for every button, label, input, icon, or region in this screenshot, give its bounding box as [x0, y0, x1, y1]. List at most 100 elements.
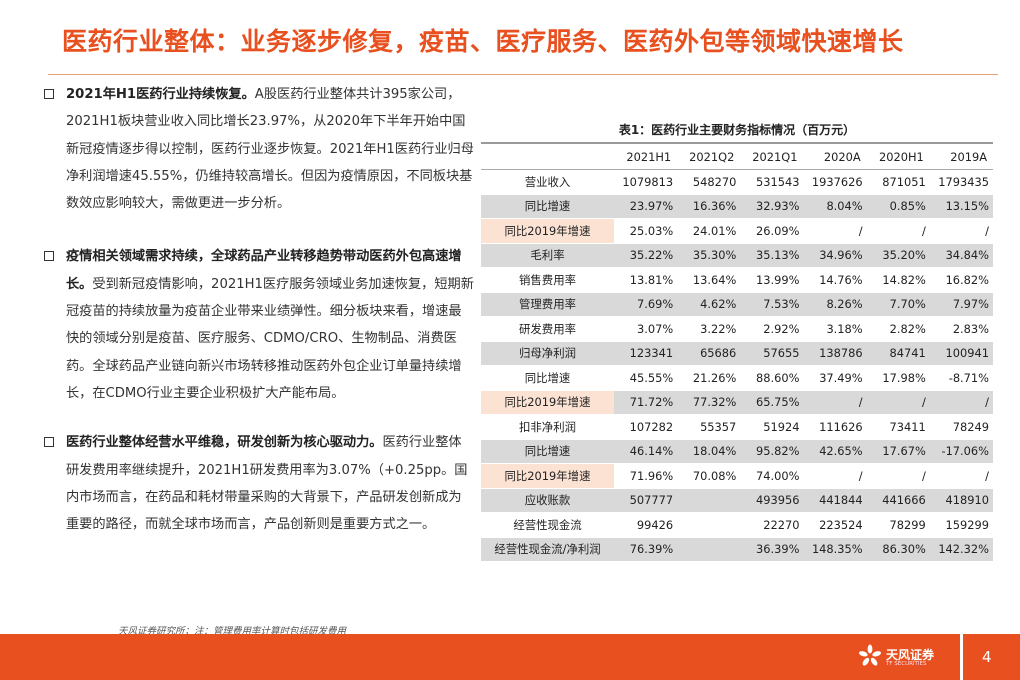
table-cell: 84741	[866, 340, 930, 366]
table-header-row: 2021H1 2021Q2 2021Q1 2020A 2020H1 2019A	[481, 144, 993, 170]
table-row: 应收账款 507777 493956 441844 441666 418910	[481, 487, 993, 513]
table-cell: 57655	[740, 340, 804, 366]
bullet-square-icon	[44, 251, 54, 262]
bullet-square-icon	[44, 437, 54, 448]
table-cell: 18.04%	[677, 438, 741, 464]
row-label: 同比增速	[481, 193, 614, 219]
table-cell: 507777	[614, 487, 678, 513]
table-cell: 22270	[740, 512, 804, 537]
table-cell	[677, 512, 741, 537]
table-row: 管理费用率 7.69% 4.62% 7.53% 8.26% 7.70% 7.97%	[481, 291, 993, 317]
table-cell: /	[929, 218, 993, 243]
table-row: 扣非净利润 107282 55357 51924 111626 73411 78249	[481, 414, 993, 439]
table-cell: 51924	[740, 414, 804, 439]
table-cell: 25.03%	[614, 218, 678, 243]
table-cell: 7.70%	[866, 291, 930, 317]
table-cell: /	[866, 218, 930, 243]
table-cell: /	[803, 463, 867, 488]
table-row: 同比增速 23.97% 16.36% 32.93% 8.04% 0.85% 13.15%	[481, 193, 993, 219]
table-cell: 26.09%	[740, 218, 804, 243]
row-label: 应收账款	[481, 487, 614, 513]
row-label: 销售费用率	[481, 267, 614, 292]
table-cell: 159299	[929, 512, 993, 537]
row-label: 同比增速	[481, 438, 614, 464]
table-cell: 35.22%	[614, 242, 678, 268]
logo-wordmark: 天风证券	[886, 648, 935, 662]
table-cell: -8.71%	[929, 365, 993, 390]
table-cell: 13.81%	[614, 267, 678, 292]
table-cell: 418910	[929, 487, 993, 513]
financial-table-block: 表1：医药行业主要财务指标情况（百万元） 2021H1 2021Q2 2021Q…	[481, 118, 993, 561]
table-cell: 493956	[740, 487, 804, 513]
table-cell: 0.85%	[866, 193, 930, 219]
table-cell: 223524	[803, 512, 867, 537]
table-cell: 111626	[803, 414, 867, 439]
column-header: 2020H1	[866, 144, 930, 170]
table-row: 同比增速 45.55% 21.26% 88.60% 37.49% 17.98% -8.71%	[481, 365, 993, 390]
table-cell: 37.49%	[803, 365, 867, 390]
table-cell: 99426	[614, 512, 678, 537]
bullet-item: 疫情相关领域需求持续，全球药品产业转移趋势带动医药外包高速增长。受到新冠疫情影响…	[44, 243, 474, 407]
bullet-heading: 2021年H1医药行业持续恢复。	[66, 87, 255, 102]
table-cell: 16.82%	[929, 267, 993, 292]
table-cell: 1079813	[614, 169, 678, 194]
table-cell: -17.06%	[929, 438, 993, 464]
table-cell: 3.22%	[677, 316, 741, 341]
table-cell: 32.93%	[740, 193, 804, 219]
bullet-heading: 医药行业整体经营水平维稳，研发创新为核心驱动力。	[66, 435, 383, 451]
table-cell: 70.08%	[677, 463, 741, 488]
table-cell: /	[866, 389, 930, 415]
table-cell	[677, 536, 741, 561]
table-cell: 148.35%	[803, 536, 867, 561]
row-label: 毛利率	[481, 242, 614, 268]
bullet-text: 医药行业整体研发费用率继续提升，2021H1研发费用率为3.07%（+0.25p…	[66, 435, 468, 533]
table-row: 归母净利润 123341 65686 57655 138786 84741 100941	[481, 340, 993, 366]
table-cell: 74.00%	[740, 463, 804, 488]
table-cell: 24.01%	[677, 218, 741, 243]
table-cell: 142.32%	[929, 536, 993, 561]
table-cell: 36.39%	[740, 536, 804, 561]
table-cell: 88.60%	[740, 365, 804, 390]
table-cell: 35.20%	[866, 242, 930, 268]
row-label: 同比2019年增速	[481, 463, 614, 488]
table-cell: 35.13%	[740, 242, 804, 268]
table-row: 同比2019年增速 71.96% 70.08% 74.00% / / /	[481, 463, 993, 488]
table-cell: 14.82%	[866, 267, 930, 292]
table-top-rule	[481, 142, 993, 144]
table-row: 销售费用率 13.81% 13.64% 13.99% 14.76% 14.82% 16.82…	[481, 267, 993, 292]
table-cell: 441844	[803, 487, 867, 513]
table-cell: 1793435	[929, 169, 993, 194]
table-cell: 7.97%	[929, 291, 993, 317]
table-cell: 21.26%	[677, 365, 741, 390]
table-cell: 17.67%	[866, 438, 930, 464]
table-cell: 73411	[866, 414, 930, 439]
table-cell: 55357	[677, 414, 741, 439]
table-cell: /	[803, 389, 867, 415]
table-cell: 23.97%	[614, 193, 678, 219]
table-row: 研发费用率 3.07% 3.22% 2.92% 3.18% 2.82% 2.83%	[481, 316, 993, 341]
table-cell: 8.04%	[803, 193, 867, 219]
table-cell: /	[929, 389, 993, 415]
table-cell: /	[929, 463, 993, 488]
table-row: 同比2019年增速 25.03% 24.01% 26.09% / / /	[481, 218, 993, 243]
company-logo: 天风证券 TF SECURITIES	[858, 644, 948, 672]
table-cell: /	[866, 463, 930, 488]
bullet-text: A股医药行业整体共计395家公司，2021H1板块营业收入同比增长23.97%，…	[66, 87, 474, 212]
table-cell: 45.55%	[614, 365, 678, 390]
table-cell: 441666	[866, 487, 930, 513]
table-cell: 14.76%	[803, 267, 867, 292]
table-cell: 531543	[740, 169, 804, 194]
row-label: 归母净利润	[481, 340, 614, 366]
table-cell: 78299	[866, 512, 930, 537]
summary-bullets: 2021年H1医药行业持续恢复。A股医药行业整体共计395家公司，2021H1板…	[44, 81, 474, 538]
column-header: 2021H1	[614, 144, 678, 170]
row-label: 经营性现金流	[481, 512, 614, 537]
bullet-heading: 疫情相关领域需求持续，全球药品产业转移趋势带动医药外包高速增长。	[66, 249, 462, 292]
table-cell: 65.75%	[740, 389, 804, 415]
table-cell: 107282	[614, 414, 678, 439]
table-cell: 78249	[929, 414, 993, 439]
table-cell: 2.92%	[740, 316, 804, 341]
column-header: 2021Q2	[677, 144, 741, 170]
footer-divider	[960, 634, 963, 680]
table-row: 同比2019年增速 71.72% 77.32% 65.75% / / /	[481, 389, 993, 415]
